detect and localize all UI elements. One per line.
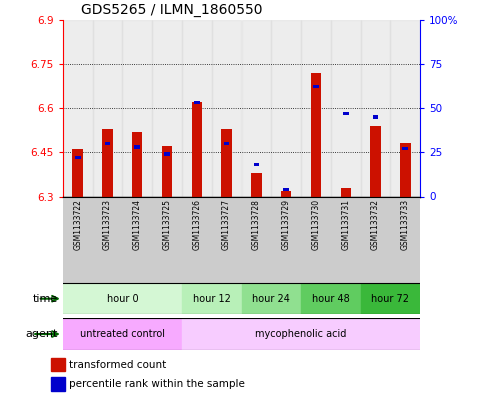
Bar: [182, 196, 212, 283]
Bar: [182, 283, 242, 314]
Bar: [132, 132, 142, 196]
Text: GSM1133724: GSM1133724: [133, 199, 142, 250]
Bar: [72, 149, 83, 196]
Bar: [271, 20, 301, 196]
Bar: [134, 145, 140, 149]
Bar: [93, 20, 122, 196]
Text: GSM1133733: GSM1133733: [401, 199, 410, 250]
Text: GDS5265 / ILMN_1860550: GDS5265 / ILMN_1860550: [81, 3, 262, 17]
Bar: [311, 73, 321, 196]
Bar: [105, 142, 110, 145]
Text: untreated control: untreated control: [80, 329, 165, 339]
Bar: [301, 20, 331, 196]
Bar: [331, 196, 361, 283]
Bar: [251, 173, 262, 196]
Bar: [75, 156, 81, 159]
Bar: [212, 196, 242, 283]
Bar: [63, 318, 182, 350]
Bar: [192, 102, 202, 196]
Bar: [301, 196, 331, 283]
Text: GSM1133726: GSM1133726: [192, 199, 201, 250]
Bar: [402, 147, 408, 151]
Bar: [242, 196, 271, 283]
Text: GSM1133722: GSM1133722: [73, 199, 82, 250]
Bar: [390, 20, 420, 196]
Bar: [63, 196, 93, 283]
Bar: [343, 112, 349, 115]
Bar: [301, 283, 361, 314]
Bar: [102, 129, 113, 196]
Text: percentile rank within the sample: percentile rank within the sample: [69, 379, 245, 389]
Bar: [254, 163, 259, 166]
Bar: [93, 196, 122, 283]
Bar: [361, 20, 390, 196]
Text: hour 0: hour 0: [107, 294, 138, 304]
Bar: [313, 85, 319, 88]
Bar: [390, 196, 420, 283]
Bar: [370, 126, 381, 196]
Text: hour 72: hour 72: [371, 294, 410, 304]
Text: GSM1133729: GSM1133729: [282, 199, 291, 250]
Text: GSM1133725: GSM1133725: [163, 199, 171, 250]
Bar: [242, 283, 301, 314]
Bar: [212, 20, 242, 196]
Bar: [182, 20, 212, 196]
Bar: [361, 283, 420, 314]
Bar: [271, 196, 301, 283]
Bar: [194, 101, 199, 105]
Bar: [51, 358, 65, 371]
Text: transformed count: transformed count: [69, 360, 166, 370]
Text: GSM1133730: GSM1133730: [312, 199, 320, 250]
Text: GSM1133732: GSM1133732: [371, 199, 380, 250]
Text: GSM1133723: GSM1133723: [103, 199, 112, 250]
Text: hour 48: hour 48: [312, 294, 350, 304]
Bar: [122, 20, 152, 196]
Bar: [164, 152, 170, 156]
Text: GSM1133727: GSM1133727: [222, 199, 231, 250]
Bar: [281, 191, 291, 196]
Text: time: time: [33, 294, 58, 304]
Bar: [122, 196, 152, 283]
Bar: [284, 188, 289, 191]
Bar: [182, 318, 420, 350]
Bar: [242, 20, 271, 196]
Text: hour 12: hour 12: [193, 294, 231, 304]
Text: mycophenolic acid: mycophenolic acid: [256, 329, 347, 339]
Bar: [224, 142, 229, 145]
Bar: [152, 20, 182, 196]
Bar: [361, 196, 390, 283]
Text: hour 24: hour 24: [252, 294, 290, 304]
Text: GSM1133731: GSM1133731: [341, 199, 350, 250]
Bar: [63, 283, 182, 314]
Bar: [51, 377, 65, 391]
Bar: [341, 188, 351, 196]
Bar: [221, 129, 232, 196]
Bar: [152, 196, 182, 283]
Bar: [63, 20, 93, 196]
Bar: [162, 147, 172, 196]
Text: GSM1133728: GSM1133728: [252, 199, 261, 250]
Text: agent: agent: [26, 329, 58, 339]
Bar: [331, 20, 361, 196]
Bar: [400, 143, 411, 196]
Bar: [373, 115, 378, 119]
